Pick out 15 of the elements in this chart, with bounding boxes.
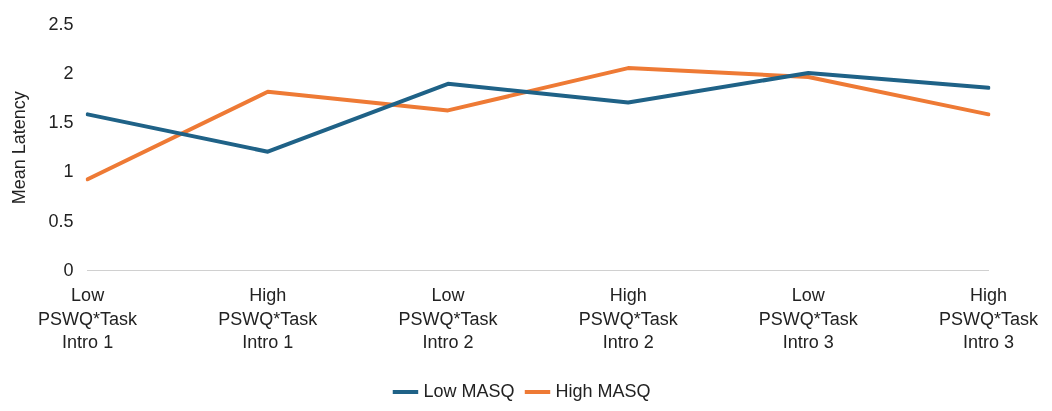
legend-label: High MASQ bbox=[555, 380, 651, 401]
legend-label: Low MASQ bbox=[423, 380, 515, 401]
y-tick-label: 2 bbox=[63, 62, 74, 83]
x-tick-label: High PSWQ*Task Intro 2 bbox=[578, 285, 679, 353]
x-tick-label: Low PSWQ*Task Intro 1 bbox=[38, 285, 139, 353]
y-tick-label: 2.5 bbox=[48, 13, 74, 34]
x-tick-label: High PSWQ*Task Intro 1 bbox=[218, 285, 319, 353]
x-tick-label: Low PSWQ*Task Intro 3 bbox=[758, 285, 859, 353]
x-tick-label: High PSWQ*Task Intro 3 bbox=[938, 285, 1039, 353]
x-tick-label: Low PSWQ*Task Intro 2 bbox=[398, 285, 499, 353]
y-axis-title: Mean Latency bbox=[8, 91, 29, 205]
y-tick-label: 0 bbox=[63, 259, 74, 280]
y-tick-label: 0.5 bbox=[48, 210, 74, 231]
y-tick-label: 1.5 bbox=[48, 112, 74, 133]
y-tick-label: 1 bbox=[63, 161, 74, 182]
